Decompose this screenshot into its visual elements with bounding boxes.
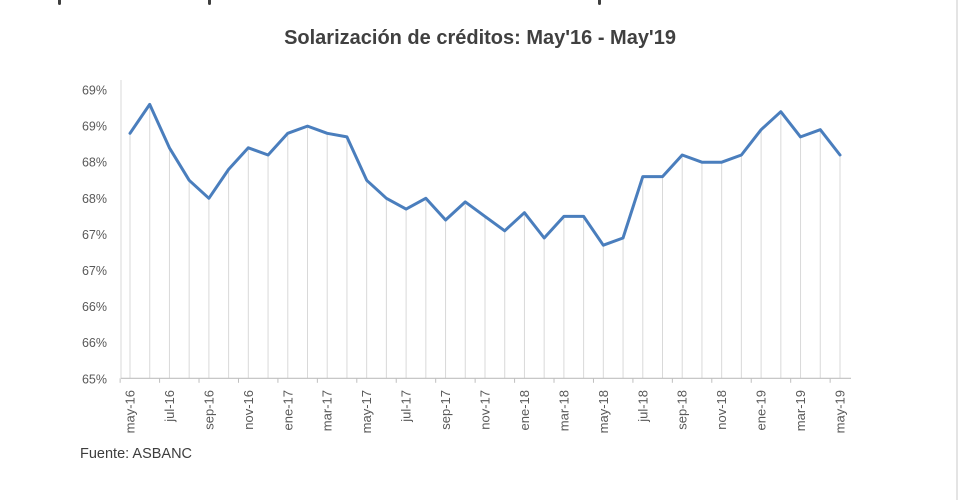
x-axis-tick-label: mar-18 bbox=[556, 390, 571, 431]
x-axis-tick-label: ene-17 bbox=[280, 390, 295, 430]
x-axis-tick-label: may-16 bbox=[123, 390, 138, 433]
y-axis-tick-label: 69% bbox=[82, 120, 107, 134]
y-axis-tick-label: 69% bbox=[82, 84, 107, 98]
chart-title: Solarización de créditos: May'16 - May'1… bbox=[284, 27, 676, 49]
x-axis-tick-label: sep-16 bbox=[201, 390, 216, 430]
x-axis-tick-label: ene-18 bbox=[517, 390, 532, 430]
x-axis-tick-label: jul-17 bbox=[399, 390, 414, 423]
x-axis-tick-label: jul-16 bbox=[162, 390, 177, 423]
x-axis-tick-label: may-18 bbox=[596, 390, 611, 433]
clipped-text-artifact bbox=[58, 0, 61, 5]
x-axis-tick-label: sep-18 bbox=[675, 390, 690, 430]
y-axis-tick-label: 68% bbox=[82, 192, 107, 206]
y-axis-tick-label: 66% bbox=[82, 300, 107, 314]
y-axis-tick-label: 67% bbox=[82, 264, 107, 278]
card-right-border bbox=[956, 0, 958, 500]
y-axis-tick-label: 67% bbox=[82, 228, 107, 242]
y-axis-tick-label: 66% bbox=[82, 336, 107, 350]
x-axis-tick-label: mar-19 bbox=[793, 390, 808, 431]
x-axis-tick-label: ene-19 bbox=[754, 390, 769, 430]
data-series-line bbox=[128, 102, 842, 247]
x-axis-tick-label: jul-18 bbox=[635, 390, 650, 423]
x-axis-tick-label: nov-16 bbox=[241, 390, 256, 430]
clipped-text-artifact bbox=[208, 0, 211, 5]
x-axis-tick-label: may-19 bbox=[833, 390, 848, 433]
x-axis-tick-label: mar-17 bbox=[320, 390, 335, 431]
y-axis-tick-label: 68% bbox=[82, 156, 107, 170]
y-axis-tick-label: 65% bbox=[82, 372, 107, 386]
source-note: Fuente: ASBANC bbox=[80, 446, 193, 462]
x-axis-tick-label: nov-17 bbox=[478, 390, 493, 430]
clipped-text-artifact bbox=[598, 0, 601, 5]
x-axis-tick-label: sep-17 bbox=[438, 390, 453, 430]
x-axis-tick-label: nov-18 bbox=[714, 390, 729, 430]
x-axis-tick-label: may-17 bbox=[359, 390, 374, 433]
